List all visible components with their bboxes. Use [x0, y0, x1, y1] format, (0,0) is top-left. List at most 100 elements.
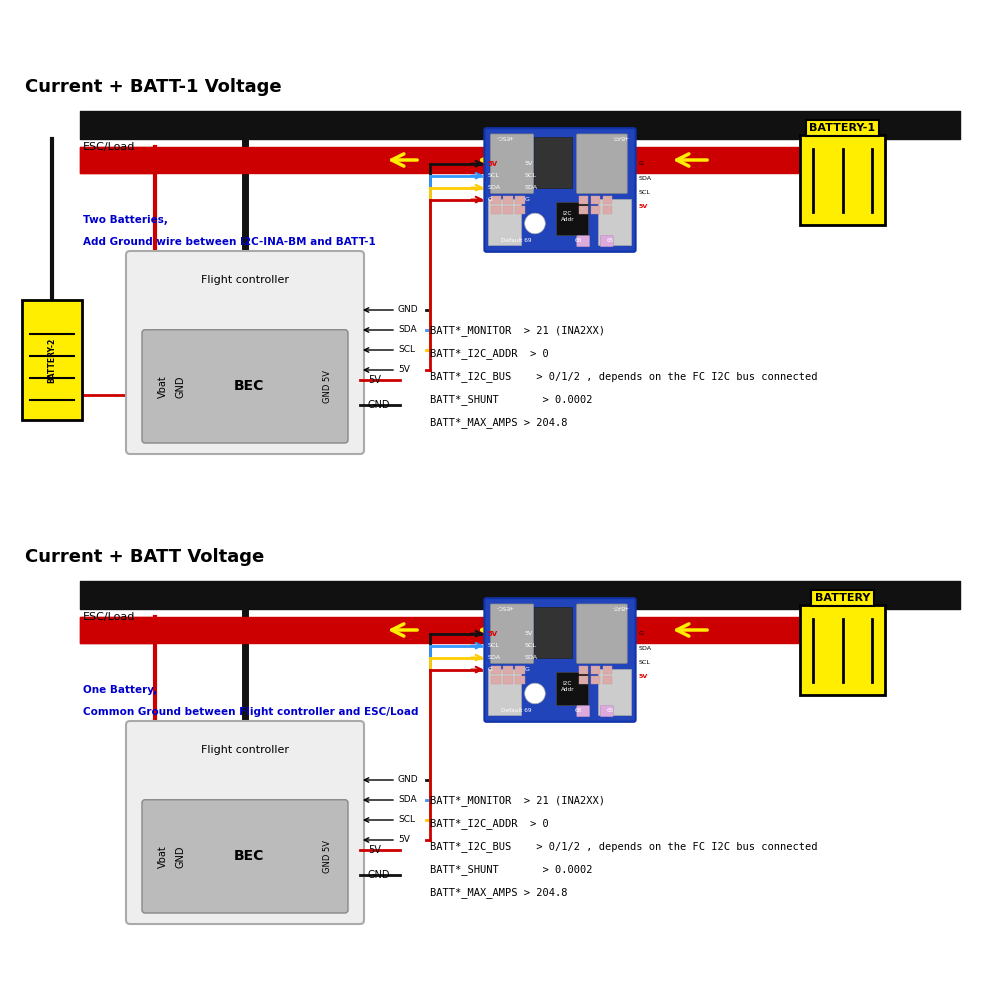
Text: One Battery,: One Battery,: [83, 685, 157, 695]
Text: G: G: [525, 667, 530, 672]
Text: BATT*_I2C_ADDR  > 0: BATT*_I2C_ADDR > 0: [430, 348, 549, 359]
Bar: [503, 676, 513, 684]
Text: GND 5V: GND 5V: [322, 370, 332, 403]
Text: Current + BATT Voltage: Current + BATT Voltage: [25, 548, 264, 566]
Text: 5V: 5V: [525, 161, 533, 166]
Text: 5V: 5V: [639, 674, 648, 679]
FancyBboxPatch shape: [126, 251, 364, 454]
Text: BATT*_I2C_BUS    > 0/1/2 , depends on the FC I2C bus connected: BATT*_I2C_BUS > 0/1/2 , depends on the F…: [430, 841, 818, 852]
Text: GND: GND: [175, 375, 185, 398]
Text: Two Batteries,: Two Batteries,: [83, 215, 168, 225]
Bar: [603, 206, 612, 214]
Text: G: G: [639, 161, 643, 166]
Text: ESC/Load: ESC/Load: [83, 612, 135, 622]
Bar: [603, 196, 612, 204]
Text: 68: 68: [575, 708, 582, 713]
Text: BATTERY-1: BATTERY-1: [809, 123, 876, 133]
Bar: [491, 196, 501, 204]
Text: SCL: SCL: [398, 816, 415, 824]
Bar: [591, 196, 600, 204]
Bar: [591, 676, 600, 684]
Text: GND: GND: [175, 845, 185, 868]
Text: ESC/Load: ESC/Load: [83, 142, 135, 152]
Text: Default 69: Default 69: [501, 708, 532, 713]
Text: Flight controller: Flight controller: [201, 745, 289, 755]
FancyBboxPatch shape: [577, 134, 627, 193]
Text: SCL: SCL: [525, 173, 537, 178]
Bar: [579, 206, 588, 214]
Text: Add Ground wire between I2C-INA-BM and BATT-1: Add Ground wire between I2C-INA-BM and B…: [83, 237, 376, 247]
Text: 5V: 5V: [639, 204, 648, 209]
Text: SDA: SDA: [525, 655, 538, 660]
Text: BATT*_SHUNT       > 0.0002: BATT*_SHUNT > 0.0002: [430, 394, 592, 405]
Text: SDA: SDA: [525, 185, 538, 190]
Text: 5V: 5V: [398, 365, 410, 374]
Bar: [598, 669, 631, 715]
Text: Default 69: Default 69: [501, 238, 532, 243]
Text: Vbat: Vbat: [158, 845, 168, 868]
Text: Current + BATT-1 Voltage: Current + BATT-1 Voltage: [25, 78, 282, 96]
FancyBboxPatch shape: [490, 134, 534, 193]
Text: SCL: SCL: [488, 173, 500, 178]
Bar: [800, 135, 885, 225]
Text: SCL: SCL: [398, 346, 415, 355]
Bar: [556, 202, 588, 235]
Text: BEC: BEC: [234, 849, 264, 863]
Text: SDA: SDA: [488, 655, 501, 660]
Bar: [491, 666, 501, 674]
Text: SDA: SDA: [639, 176, 652, 181]
Text: BATT*_MAX_AMPS > 204.8: BATT*_MAX_AMPS > 204.8: [430, 417, 568, 428]
FancyBboxPatch shape: [490, 604, 534, 663]
Text: 5V: 5V: [488, 161, 498, 167]
FancyBboxPatch shape: [142, 330, 348, 443]
Text: Common Ground between Flight controller and ESC/Load: Common Ground between Flight controller …: [83, 707, 418, 717]
Text: 5V: 5V: [398, 836, 410, 844]
Text: GND: GND: [398, 306, 419, 314]
Text: BATTERY-2: BATTERY-2: [48, 337, 56, 383]
Bar: [591, 206, 600, 214]
Bar: [503, 196, 513, 204]
Text: Flight controller: Flight controller: [201, 275, 289, 285]
FancyBboxPatch shape: [142, 800, 348, 913]
Bar: [22, 300, 82, 420]
Text: BATT*_MAX_AMPS > 204.8: BATT*_MAX_AMPS > 204.8: [430, 887, 568, 898]
Text: I2C
Addr: I2C Addr: [561, 681, 574, 692]
Bar: [579, 666, 588, 674]
Text: Vbat: Vbat: [158, 375, 168, 398]
FancyBboxPatch shape: [600, 236, 613, 247]
Text: G: G: [639, 631, 643, 636]
FancyBboxPatch shape: [534, 137, 572, 188]
Text: SDA: SDA: [639, 646, 652, 651]
Text: 5V: 5V: [488, 631, 498, 637]
Bar: [503, 666, 513, 674]
Bar: [515, 206, 525, 214]
Bar: [488, 199, 521, 245]
Text: GND: GND: [398, 776, 419, 784]
Text: GND: GND: [368, 870, 390, 880]
Bar: [579, 676, 588, 684]
Bar: [515, 676, 525, 684]
Text: BATT*_MONITOR  > 21 (INA2XX): BATT*_MONITOR > 21 (INA2XX): [430, 325, 605, 336]
Bar: [491, 206, 501, 214]
Text: +ESC-: +ESC-: [495, 604, 513, 609]
Text: 68: 68: [575, 238, 582, 243]
FancyBboxPatch shape: [577, 706, 590, 717]
Text: BATT*_MONITOR  > 21 (INA2XX): BATT*_MONITOR > 21 (INA2XX): [430, 795, 605, 806]
Text: 5V: 5V: [525, 631, 533, 636]
FancyBboxPatch shape: [484, 598, 636, 722]
FancyBboxPatch shape: [577, 604, 627, 663]
Text: SCL: SCL: [639, 190, 650, 195]
Text: SDA: SDA: [398, 326, 417, 334]
FancyBboxPatch shape: [600, 706, 613, 717]
Text: G: G: [488, 667, 493, 672]
Text: SCL: SCL: [525, 643, 537, 648]
Text: SCL: SCL: [488, 643, 500, 648]
Bar: [800, 605, 885, 695]
Text: G: G: [525, 197, 530, 202]
Text: 65: 65: [607, 238, 614, 243]
Text: SCL: SCL: [639, 660, 650, 665]
Bar: [515, 196, 525, 204]
Bar: [503, 206, 513, 214]
Text: G: G: [488, 197, 493, 202]
Text: +ESC-: +ESC-: [495, 134, 513, 139]
